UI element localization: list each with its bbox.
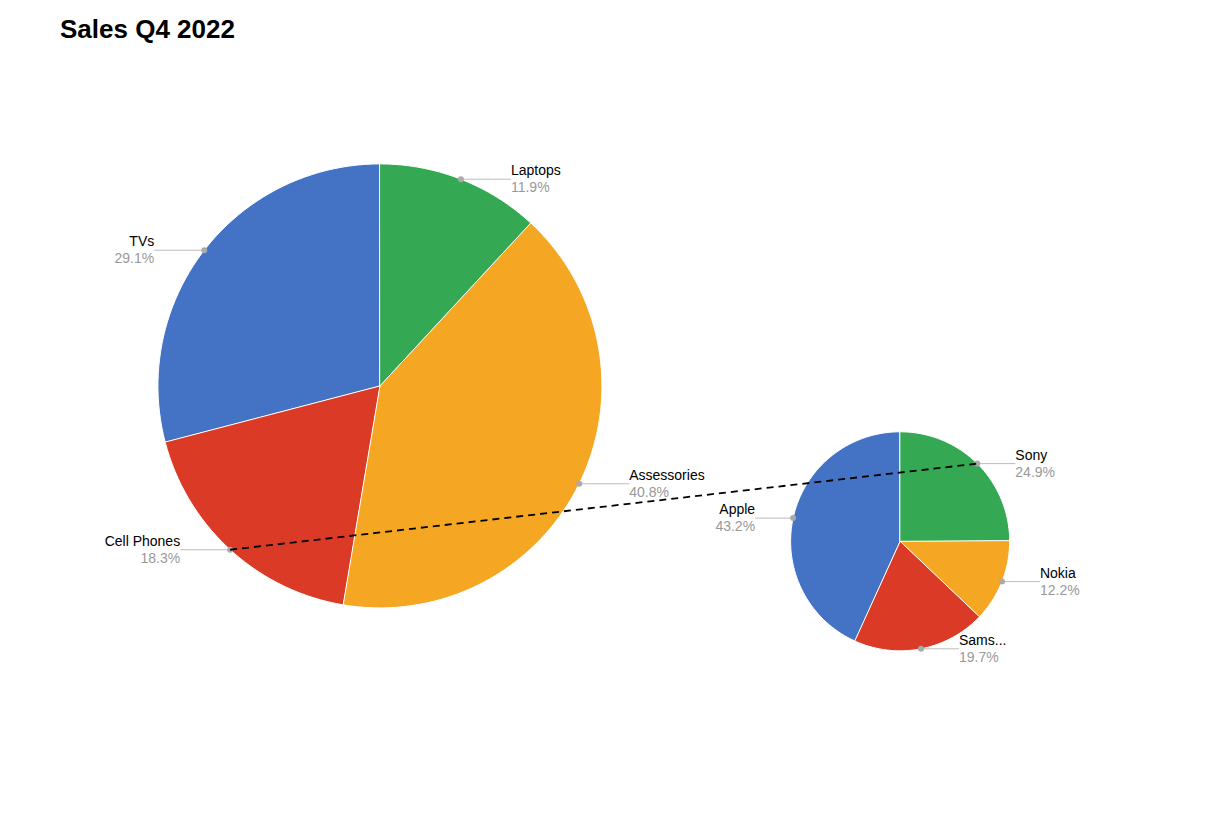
svg-text:40.8%: 40.8% — [629, 484, 669, 500]
svg-text:Cell Phones: Cell Phones — [105, 533, 181, 549]
svg-text:Assessories: Assessories — [629, 467, 704, 483]
svg-text:Laptops: Laptops — [511, 162, 561, 178]
svg-text:Apple: Apple — [719, 501, 755, 517]
svg-text:Sony: Sony — [1015, 447, 1047, 463]
svg-text:11.9%: 11.9% — [511, 179, 550, 195]
html-text:Sales Q4 2022: Sales Q4 2022 — [60, 14, 235, 44]
svg-text:TVs: TVs — [129, 233, 154, 249]
svg-text:Nokia: Nokia — [1040, 565, 1076, 581]
svg-text:19.7%: 19.7% — [959, 649, 999, 665]
svg-text:12.2%: 12.2% — [1040, 582, 1080, 598]
svg-text:43.2%: 43.2% — [715, 518, 755, 534]
svg-text:18.3%: 18.3% — [140, 550, 180, 566]
svg-text:Sams...: Sams... — [959, 632, 1006, 648]
svg-text:24.9%: 24.9% — [1015, 464, 1055, 480]
svg-text:29.1%: 29.1% — [115, 250, 155, 266]
